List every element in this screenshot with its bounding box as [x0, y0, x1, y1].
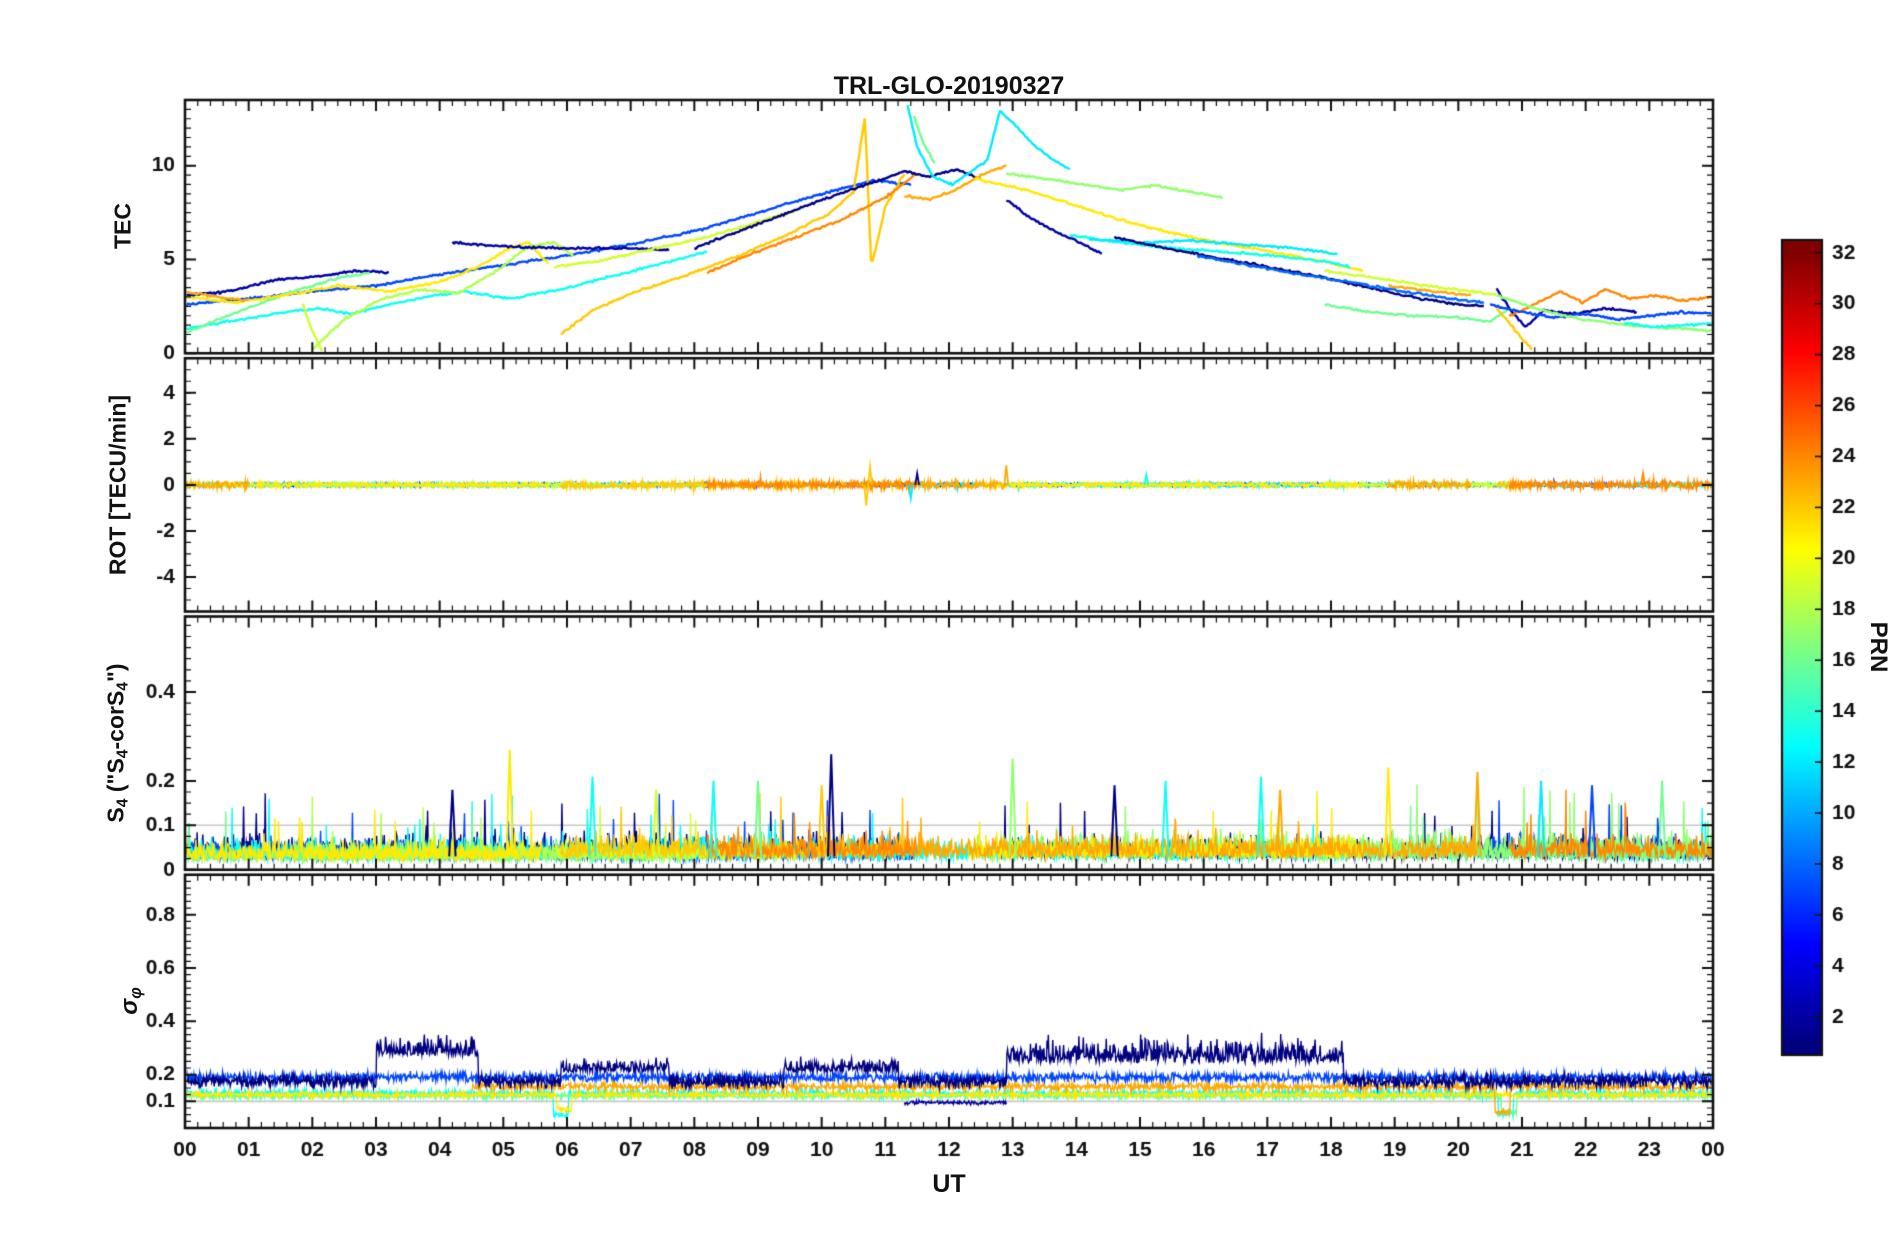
y-axis-label-rot: ROT [TECU/min]	[104, 394, 131, 576]
x-axis-label: UT	[932, 1170, 966, 1198]
colorbar-label: PRN	[1865, 621, 1892, 673]
y-axis-label-sigma-phi: σφ	[116, 987, 145, 1015]
chart-title: TRL-GLO-20190327	[833, 72, 1065, 100]
y-axis-label-tec: TEC	[109, 203, 136, 249]
y-axis-label-s4: S4 ("S4-corS4")	[102, 663, 132, 823]
